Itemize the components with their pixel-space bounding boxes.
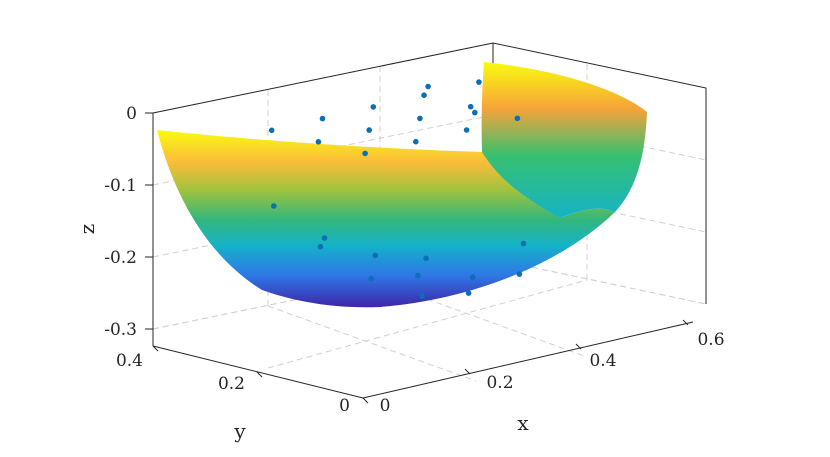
scatter-point bbox=[268, 127, 275, 134]
scatter-point bbox=[366, 127, 373, 133]
scatter-point bbox=[472, 109, 478, 116]
x-tick-label: 0.4 bbox=[589, 351, 616, 371]
scatter-point bbox=[465, 290, 472, 296]
scatter-point bbox=[514, 115, 521, 122]
bowl-surface bbox=[157, 62, 647, 308]
scatter-points bbox=[268, 79, 527, 299]
x-tick-label: 0.2 bbox=[486, 373, 513, 393]
z-tick-label: 0 bbox=[126, 104, 137, 124]
z-tick-label: -0.2 bbox=[104, 248, 137, 268]
scatter-point bbox=[467, 103, 474, 110]
scatter-point bbox=[315, 139, 322, 145]
z-tick-label: -0.1 bbox=[104, 176, 137, 196]
y-axis-label: y bbox=[233, 419, 246, 443]
scatter-point bbox=[368, 275, 375, 282]
scatter-point bbox=[321, 235, 328, 241]
y-tick-label: 0 bbox=[339, 396, 350, 416]
y-axis: 0.4 0.2 0 y bbox=[116, 345, 369, 443]
scatter-point bbox=[421, 92, 427, 98]
scatter-point bbox=[317, 243, 324, 250]
scatter-point bbox=[372, 252, 379, 259]
scatter-point bbox=[520, 240, 527, 247]
scatter-point bbox=[417, 115, 423, 122]
scatter-point bbox=[476, 79, 482, 85]
z-axis-label: z bbox=[75, 224, 99, 235]
scatter-point bbox=[463, 127, 470, 133]
scatter-point bbox=[415, 272, 421, 279]
scatter-point bbox=[362, 150, 368, 157]
scatter-point bbox=[425, 83, 431, 90]
scatter-point bbox=[319, 115, 326, 122]
scatter-point bbox=[423, 255, 429, 262]
z-tick-label: -0.3 bbox=[104, 320, 137, 340]
scatter-point bbox=[370, 104, 377, 110]
scatter-point bbox=[469, 274, 476, 281]
x-axis: 0 0.2 0.4 0.6 x bbox=[380, 319, 725, 435]
z-axis: 0 -0.1 -0.2 -0.3 z bbox=[75, 104, 153, 340]
x-tick-label: 0.6 bbox=[697, 330, 724, 350]
scatter-point bbox=[271, 203, 277, 209]
bowl-inner-surface bbox=[481, 62, 647, 218]
scatter-point bbox=[413, 138, 419, 145]
y-tick-label: 0.2 bbox=[218, 374, 245, 394]
y-tick-label: 0.4 bbox=[116, 351, 143, 371]
scatter-point bbox=[516, 271, 523, 277]
scatter-point bbox=[419, 293, 425, 299]
x-axis-label: x bbox=[517, 411, 529, 435]
x-tick-label: 0 bbox=[380, 396, 391, 416]
